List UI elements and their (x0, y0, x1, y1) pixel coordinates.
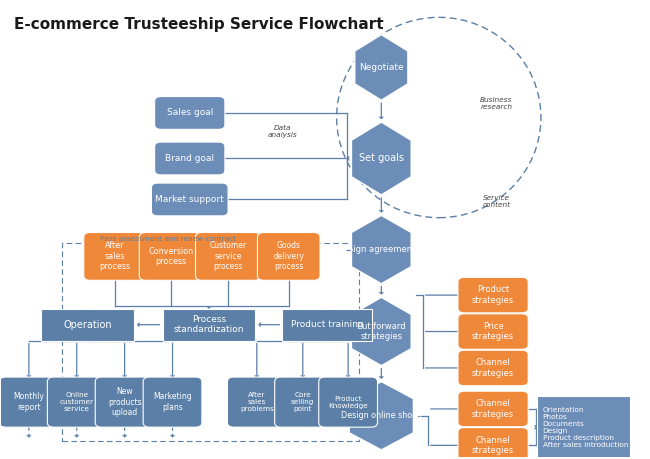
Polygon shape (352, 297, 411, 366)
Text: Orientation
Photos
Documents
Design
Product description
After sales introduction: Orientation Photos Documents Design Prod… (543, 407, 628, 448)
Text: Brand goal: Brand goal (165, 154, 214, 163)
Text: Sign agreement: Sign agreement (348, 245, 415, 254)
Polygon shape (355, 34, 408, 100)
Text: Channel
strategies: Channel strategies (472, 436, 514, 455)
FancyBboxPatch shape (0, 377, 58, 427)
FancyBboxPatch shape (538, 397, 630, 458)
FancyBboxPatch shape (96, 377, 154, 427)
Text: Data
analysis: Data analysis (267, 125, 297, 138)
FancyBboxPatch shape (227, 377, 286, 427)
Text: Marketing
plans: Marketing plans (153, 392, 192, 412)
Text: Pass assessment and renew contract: Pass assessment and renew contract (100, 236, 237, 242)
FancyBboxPatch shape (139, 232, 202, 280)
Text: E-commerce Trusteeship Service Flowchart: E-commerce Trusteeship Service Flowchart (14, 17, 384, 32)
Text: Sales goal: Sales goal (166, 108, 213, 118)
Text: Service
content: Service content (482, 195, 510, 208)
Text: Process
standardization: Process standardization (174, 315, 244, 335)
FancyBboxPatch shape (275, 377, 331, 427)
FancyBboxPatch shape (162, 309, 255, 341)
Text: Operation: Operation (63, 319, 112, 330)
Text: After
sales
process: After sales process (99, 241, 131, 271)
FancyBboxPatch shape (47, 377, 106, 427)
FancyBboxPatch shape (155, 96, 225, 129)
Polygon shape (352, 215, 411, 284)
Text: Price
strategies: Price strategies (472, 322, 514, 341)
Text: Product
strategies: Product strategies (472, 285, 514, 305)
FancyBboxPatch shape (143, 377, 202, 427)
FancyBboxPatch shape (42, 309, 134, 341)
Text: Customer
service
process: Customer service process (209, 241, 246, 271)
Text: Online
customer
service: Online customer service (60, 392, 94, 412)
Text: Put forward
strategies: Put forward strategies (357, 322, 406, 341)
Polygon shape (349, 381, 413, 450)
FancyBboxPatch shape (155, 142, 225, 175)
Text: Goods
delivery
process: Goods delivery process (273, 241, 304, 271)
Text: Conversion
process: Conversion process (148, 246, 193, 266)
FancyBboxPatch shape (458, 391, 528, 427)
Text: Product training: Product training (291, 320, 363, 329)
FancyBboxPatch shape (282, 309, 372, 341)
FancyBboxPatch shape (196, 232, 261, 280)
FancyBboxPatch shape (458, 350, 528, 386)
Text: Channel
strategies: Channel strategies (472, 399, 514, 419)
Text: Business
research: Business research (480, 97, 512, 110)
Text: Channel
strategies: Channel strategies (472, 358, 514, 378)
FancyBboxPatch shape (458, 428, 528, 459)
Text: Product
Knowledge: Product Knowledge (328, 396, 368, 409)
Polygon shape (352, 122, 411, 195)
FancyBboxPatch shape (458, 277, 528, 313)
Text: Negotiate: Negotiate (359, 63, 404, 72)
Text: Market support: Market support (155, 195, 224, 204)
Text: Core
selling
point: Core selling point (291, 392, 315, 412)
Text: New
products
upload: New products upload (108, 387, 142, 417)
Text: Monthly
report: Monthly report (14, 392, 44, 412)
FancyBboxPatch shape (84, 232, 146, 280)
Text: Design online shops: Design online shops (341, 411, 422, 420)
FancyBboxPatch shape (257, 232, 320, 280)
FancyBboxPatch shape (458, 314, 528, 349)
FancyBboxPatch shape (151, 183, 228, 216)
FancyBboxPatch shape (318, 377, 378, 427)
Text: After
sales
problems: After sales problems (240, 392, 274, 412)
Text: Set goals: Set goals (359, 153, 404, 163)
